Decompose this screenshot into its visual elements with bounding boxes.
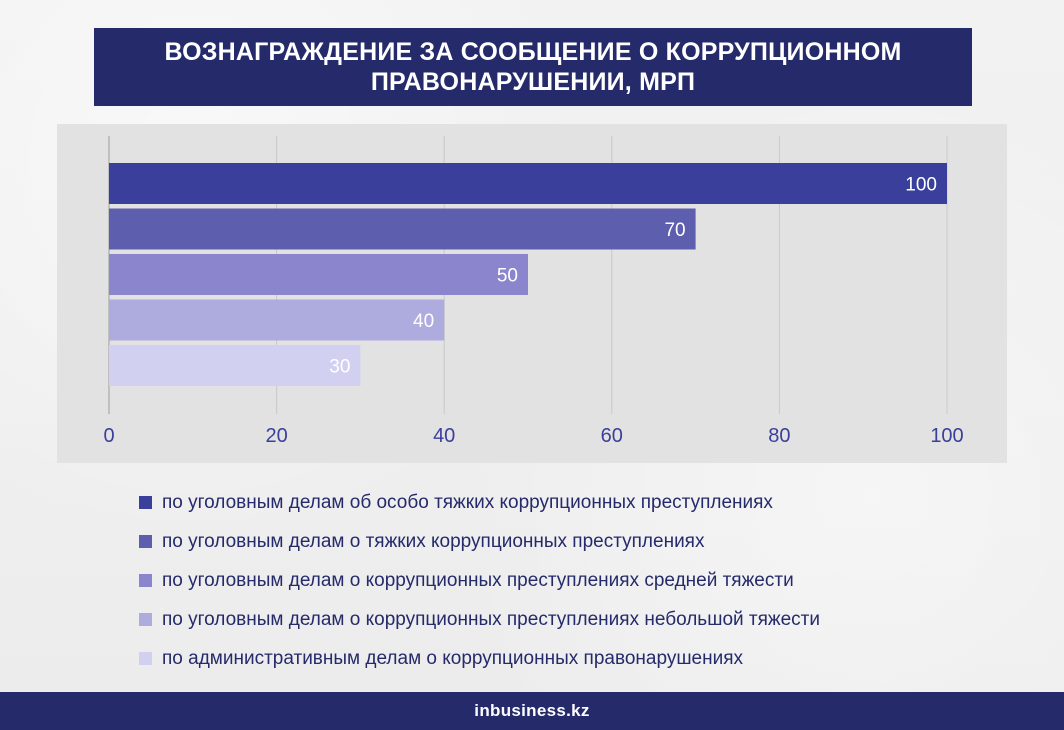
legend-item: по уголовным делам об особо тяжких корру… bbox=[139, 483, 989, 522]
legend-swatch bbox=[139, 613, 152, 626]
x-tick-label: 80 bbox=[768, 425, 790, 447]
x-tick-label: 40 bbox=[433, 425, 455, 447]
legend-label: по уголовным делам о коррупционных прест… bbox=[162, 608, 820, 630]
x-tick-label: 0 bbox=[103, 425, 114, 447]
legend-swatch bbox=[139, 652, 152, 665]
bar bbox=[109, 163, 947, 204]
chart-panel: 100 70 50 40 30 0 20 40 60 80 100 bbox=[57, 124, 1007, 463]
legend-label: по административным делам о коррупционны… bbox=[162, 647, 744, 669]
bar-value-label: 50 bbox=[497, 266, 518, 287]
bar bbox=[109, 299, 445, 341]
bar bbox=[109, 254, 528, 295]
legend-label: по уголовным делам об особо тяжких корру… bbox=[162, 491, 773, 513]
legend-label: по уголовным делам о коррупционных прест… bbox=[162, 569, 794, 591]
legend: по уголовным делам об особо тяжких корру… bbox=[139, 483, 989, 678]
bar-value-label: 30 bbox=[329, 357, 350, 378]
bar bbox=[109, 208, 696, 250]
chart-title-line-1: ВОЗНАГРАЖДЕНИЕ ЗА СООБЩЕНИЕ О КОРРУПЦИОН… bbox=[164, 38, 902, 66]
legend-label: по уголовным делам о тяжких коррупционны… bbox=[162, 530, 705, 552]
chart-title-line-2: ПРАВОНАРУШЕНИИ, МРП bbox=[370, 68, 696, 96]
x-tick-label: 60 bbox=[601, 425, 623, 447]
legend-item: по уголовным делам о тяжких коррупционны… bbox=[139, 522, 989, 561]
x-tick-label: 100 bbox=[930, 425, 963, 447]
bar bbox=[109, 345, 361, 386]
legend-swatch bbox=[139, 574, 152, 587]
legend-swatch bbox=[139, 496, 152, 509]
footer-bar: inbusiness.kz bbox=[0, 692, 1064, 730]
x-tick-label: 20 bbox=[265, 425, 287, 447]
bar-value-label: 70 bbox=[664, 220, 685, 241]
legend-item: по административным делам о коррупционны… bbox=[139, 639, 989, 678]
bar-value-label: 40 bbox=[413, 311, 434, 332]
title-banner: ВОЗНАГРАЖДЕНИЕ ЗА СООБЩЕНИЕ О КОРРУПЦИОН… bbox=[94, 28, 972, 106]
site-logo: inbusiness.kz bbox=[474, 701, 590, 720]
legend-swatch bbox=[139, 535, 152, 548]
bar-value-label: 100 bbox=[905, 175, 937, 196]
legend-item: по уголовным делам о коррупционных прест… bbox=[139, 600, 989, 639]
legend-item: по уголовным делам о коррупционных прест… bbox=[139, 561, 989, 600]
bar-chart: 100 70 50 40 30 0 20 40 60 80 100 bbox=[103, 136, 964, 447]
